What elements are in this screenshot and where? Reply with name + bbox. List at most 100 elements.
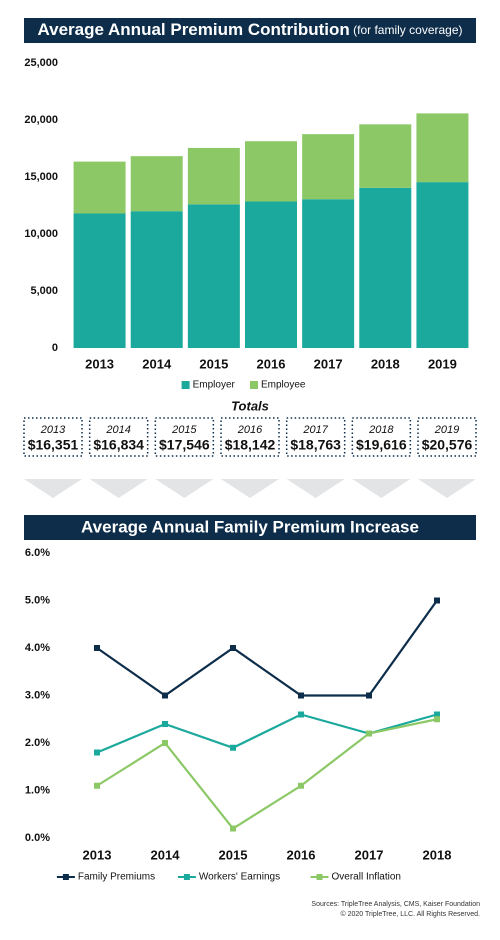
x-tick-label: 2017 [314, 356, 343, 371]
y-tick-label: 20,000 [24, 114, 58, 126]
total-box [23, 417, 83, 457]
marker [366, 730, 372, 737]
marker [298, 692, 304, 699]
bar-segment [130, 211, 183, 348]
y-tick-label: 5,000 [30, 285, 58, 297]
title: Average Annual Premium Contribution [37, 20, 349, 39]
legend-swatch [62, 874, 69, 880]
line [96, 599, 438, 697]
marker [434, 711, 440, 718]
marker [298, 782, 304, 789]
marker [94, 749, 100, 756]
x-tick-label: 2019 [428, 356, 457, 371]
total-year: 2016 [237, 424, 263, 436]
total-amount: $16,834 [93, 437, 144, 453]
chart-title: Average Annual Premium Contribution (for… [37, 20, 462, 39]
total-box [88, 417, 149, 457]
bar-segment [130, 156, 183, 212]
chart-title: Average Annual Family Premium Increase [81, 517, 419, 536]
bar-segment [416, 113, 469, 183]
bar-segment [187, 204, 240, 348]
x-tick-label: 2013 [85, 356, 114, 371]
x-tick-label: 2015 [219, 847, 248, 862]
legend-swatch [181, 381, 190, 389]
subtitle: (for family coverage) [353, 23, 462, 37]
legend-swatch [250, 381, 258, 389]
bar-segment [245, 141, 297, 202]
total-box [351, 417, 412, 457]
legend-label: Employee [261, 380, 306, 391]
marker [162, 740, 168, 746]
marker [162, 721, 168, 727]
marker [366, 692, 372, 699]
bar-segment [187, 147, 240, 205]
legend-label: Overall Inflation [332, 872, 401, 883]
bar-segment [416, 182, 469, 348]
y-tick-label: 6.0% [25, 547, 50, 559]
total-box [417, 417, 477, 457]
legend-label: Workers' Earnings [199, 872, 280, 883]
y-tick-label: 0 [52, 342, 58, 354]
total-year: 2015 [171, 424, 197, 436]
x-tick-label: 2016 [287, 847, 316, 862]
marker [162, 692, 168, 699]
sources: Sources: TripleTree Analysis, CMS, Kaise… [311, 901, 480, 908]
copyright: © 2020 TripleTree, LLC. All Rights Reser… [340, 910, 480, 918]
chevron [286, 479, 345, 498]
header-bar [24, 515, 476, 540]
y-tick-label: 10,000 [24, 228, 58, 240]
line [96, 713, 438, 754]
x-tick-label: 2014 [142, 356, 172, 371]
bar-segment [302, 199, 355, 348]
x-tick-label: 2015 [199, 356, 228, 371]
chevron [352, 479, 411, 498]
y-tick-label: 2.0% [25, 737, 50, 749]
line [96, 718, 438, 830]
total-amount: $18,763 [290, 437, 341, 453]
total-amount: $20,576 [422, 437, 473, 453]
y-tick-label: 0.0% [25, 832, 50, 844]
y-tick-label: 4.0% [25, 642, 50, 654]
marker [230, 825, 236, 832]
marker [298, 711, 304, 718]
y-tick-label: 5.0% [25, 594, 50, 606]
legend-label: Employer [193, 380, 236, 391]
marker [230, 744, 236, 751]
total-year: 2017 [302, 424, 328, 436]
bar-segment [359, 124, 412, 188]
total-amount: $19,616 [356, 437, 407, 453]
legend-swatch [316, 874, 323, 880]
legend-swatch [183, 874, 190, 880]
total-amount: $18,142 [225, 437, 276, 453]
chevron [24, 479, 82, 498]
y-tick-label: 3.0% [25, 689, 50, 701]
total-box [220, 417, 280, 457]
bar-segment [73, 161, 126, 214]
total-amount: $16,351 [28, 437, 79, 453]
marker [434, 716, 440, 723]
marker [434, 597, 440, 604]
y-tick-label: 25,000 [24, 57, 58, 69]
x-tick-label: 2014 [151, 847, 181, 862]
x-tick-label: 2013 [83, 847, 112, 862]
totals-title: Totals [231, 398, 269, 413]
total-year: 2014 [105, 424, 130, 436]
chevron [89, 479, 148, 498]
x-tick-label: 2017 [355, 847, 384, 862]
marker [94, 645, 100, 651]
bar-segment [302, 134, 355, 200]
x-tick-label: 2018 [371, 356, 400, 371]
total-amount: $17,546 [159, 437, 210, 453]
bar-segment [245, 201, 297, 348]
chevron [221, 479, 279, 498]
x-tick-label: 2016 [257, 356, 286, 371]
marker [94, 782, 100, 789]
legend-label: Family Premiums [78, 872, 155, 883]
chevron [155, 479, 214, 498]
y-tick-label: 1.0% [25, 784, 50, 796]
bar-segment [359, 187, 412, 348]
chevron [418, 479, 476, 498]
total-year: 2018 [368, 424, 394, 436]
